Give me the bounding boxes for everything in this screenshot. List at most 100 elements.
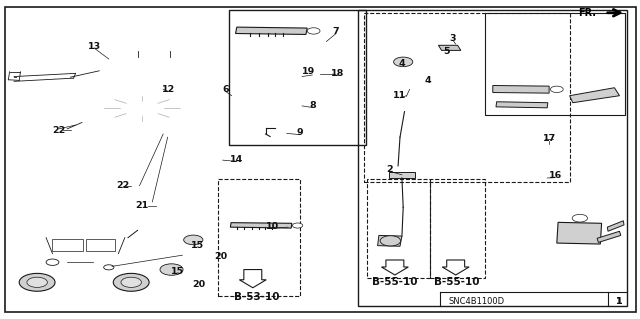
Ellipse shape	[537, 167, 561, 182]
Ellipse shape	[120, 184, 134, 188]
Text: 3: 3	[450, 34, 456, 43]
Ellipse shape	[100, 88, 184, 129]
Polygon shape	[607, 221, 624, 231]
Ellipse shape	[123, 99, 161, 118]
Ellipse shape	[11, 73, 17, 79]
Text: 17: 17	[543, 134, 556, 143]
Ellipse shape	[455, 234, 460, 238]
Polygon shape	[230, 223, 292, 228]
Polygon shape	[88, 70, 218, 140]
Polygon shape	[12, 254, 159, 282]
Text: 16: 16	[549, 171, 562, 180]
Ellipse shape	[452, 233, 463, 239]
Polygon shape	[557, 222, 602, 244]
Ellipse shape	[112, 93, 173, 123]
Polygon shape	[157, 263, 187, 277]
Text: 15: 15	[172, 267, 184, 276]
Circle shape	[27, 277, 47, 287]
Text: 9: 9	[296, 128, 303, 137]
Text: 1: 1	[616, 297, 623, 306]
Text: 22: 22	[52, 126, 65, 135]
Ellipse shape	[435, 81, 449, 91]
Polygon shape	[493, 85, 549, 93]
Polygon shape	[389, 172, 415, 178]
Polygon shape	[236, 27, 307, 34]
Ellipse shape	[545, 82, 569, 97]
Ellipse shape	[544, 136, 554, 141]
Ellipse shape	[566, 211, 593, 226]
Text: 14: 14	[230, 155, 243, 164]
FancyArrow shape	[442, 260, 469, 275]
Polygon shape	[125, 57, 182, 72]
Ellipse shape	[198, 281, 209, 285]
Ellipse shape	[397, 189, 409, 193]
FancyArrow shape	[381, 260, 408, 275]
Polygon shape	[389, 57, 416, 68]
Bar	[364, 13, 570, 182]
Text: 4: 4	[399, 59, 405, 68]
Ellipse shape	[448, 35, 461, 41]
Ellipse shape	[288, 220, 307, 231]
Ellipse shape	[217, 254, 228, 257]
Ellipse shape	[61, 128, 74, 132]
Bar	[367, 179, 430, 278]
Ellipse shape	[397, 221, 409, 225]
Circle shape	[19, 273, 55, 291]
Text: 10: 10	[266, 222, 278, 231]
Ellipse shape	[397, 205, 409, 209]
Polygon shape	[198, 83, 230, 96]
Text: 4: 4	[424, 76, 431, 85]
Polygon shape	[597, 231, 621, 242]
Text: 11: 11	[394, 91, 406, 100]
Ellipse shape	[268, 65, 303, 77]
Text: 8: 8	[309, 101, 316, 110]
Text: FR.: FR.	[579, 8, 596, 18]
Polygon shape	[570, 88, 620, 103]
Circle shape	[160, 264, 183, 275]
Text: SNC4B1100D: SNC4B1100D	[449, 297, 505, 306]
Ellipse shape	[422, 74, 461, 98]
Text: 20: 20	[214, 252, 227, 261]
Ellipse shape	[544, 98, 564, 111]
Polygon shape	[422, 75, 440, 81]
FancyArrow shape	[239, 270, 266, 288]
Polygon shape	[438, 45, 461, 50]
Ellipse shape	[556, 90, 572, 103]
Bar	[86, 239, 115, 251]
Polygon shape	[180, 232, 206, 247]
Text: 15: 15	[191, 241, 204, 250]
Polygon shape	[14, 73, 76, 81]
Text: 7: 7	[332, 27, 339, 36]
Circle shape	[292, 223, 303, 228]
Text: 20: 20	[192, 280, 205, 289]
Ellipse shape	[450, 231, 465, 241]
Bar	[229, 10, 366, 145]
Text: 13: 13	[88, 42, 101, 51]
Ellipse shape	[132, 104, 152, 113]
Circle shape	[121, 277, 141, 287]
Bar	[52, 239, 83, 251]
Ellipse shape	[531, 165, 567, 185]
Polygon shape	[496, 102, 548, 108]
Circle shape	[184, 235, 203, 245]
Text: 6: 6	[222, 85, 228, 94]
Text: 12: 12	[162, 85, 175, 94]
Polygon shape	[8, 72, 20, 80]
Polygon shape	[226, 151, 255, 162]
Circle shape	[380, 236, 401, 246]
Text: 22: 22	[116, 181, 129, 189]
Text: 5: 5	[444, 47, 450, 56]
Text: 21: 21	[136, 201, 148, 210]
Text: 18: 18	[332, 69, 344, 78]
Circle shape	[572, 214, 588, 222]
Circle shape	[113, 273, 149, 291]
Text: B-55-10: B-55-10	[372, 277, 418, 287]
Text: 2: 2	[386, 165, 392, 174]
Ellipse shape	[389, 248, 402, 253]
Bar	[218, 179, 300, 296]
Ellipse shape	[203, 161, 220, 172]
Polygon shape	[206, 150, 236, 172]
Polygon shape	[40, 238, 131, 254]
Circle shape	[394, 57, 413, 67]
Polygon shape	[396, 54, 488, 112]
